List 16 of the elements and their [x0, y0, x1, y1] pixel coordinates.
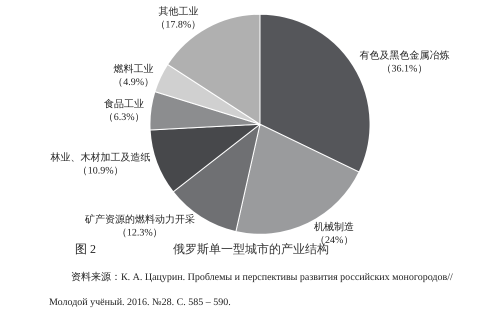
slice-label: 有色及黑色金属冶炼	[359, 50, 450, 62]
data-label: （10.9%）	[78, 166, 124, 177]
slice-label: 燃料工业	[114, 62, 154, 75]
slice-label: 机械制造	[314, 220, 354, 233]
slice-label: 矿产资源的燃料动力开采	[84, 214, 195, 226]
slice-label: 林业、木材加工及造纸	[50, 152, 151, 164]
data-label: （36.1%）	[382, 64, 428, 75]
data-label: （6.3%）	[104, 112, 145, 123]
caption: 图 2	[75, 242, 96, 256]
text: 资料来源：К. А. Цацурин. Проблемы и перспективы развития российских моногородов//	[71, 271, 453, 283]
text: Молодой учёный. 2016. №28. С. 585 – 590.	[49, 297, 231, 308]
data-label: （17.8%）	[155, 19, 202, 30]
slice-label: 食品工业	[104, 98, 144, 110]
slice-label: 其他工业	[158, 5, 198, 18]
data-label: （4.9%）	[113, 76, 154, 88]
data-label: （12.3%）	[116, 228, 163, 239]
